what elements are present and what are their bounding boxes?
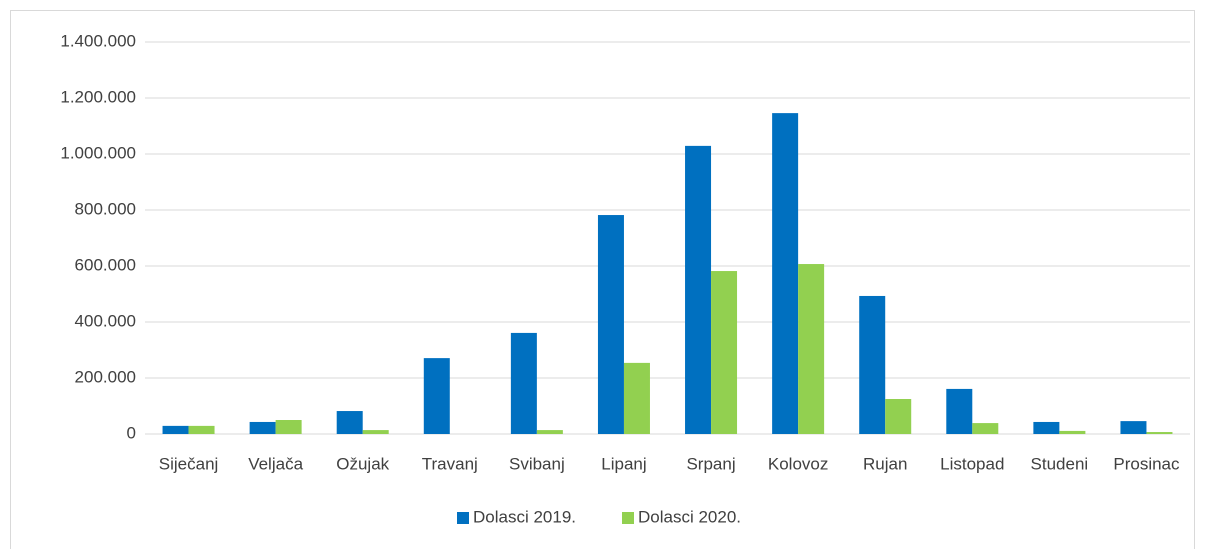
bar [188,425,215,434]
x-tick-label: Ožujak [336,454,389,473]
bar [362,430,389,434]
x-tick-label: Prosinac [1113,454,1180,473]
bar [859,295,886,434]
bar [249,421,276,434]
x-tick-label: Lipanj [601,454,646,473]
y-tick-label: 600.000 [75,255,136,274]
y-tick-label: 0 [127,423,136,442]
x-tick-label: Listopad [940,454,1004,473]
x-tick-label: Studeni [1031,454,1089,473]
bar [275,420,302,434]
y-tick-label: 400.000 [75,311,136,330]
legend-swatch [457,512,469,524]
bar [162,425,189,434]
bar [1146,432,1173,434]
bar [536,430,563,434]
bar [623,362,650,434]
bar [772,113,799,435]
y-tick-label: 1.000.000 [60,143,136,162]
bar [1059,430,1086,434]
x-tick-label: Svibanj [509,454,565,473]
x-tick-label: Veljača [248,454,303,473]
bar [946,388,973,434]
y-tick-label: 1.400.000 [60,31,136,50]
bar [798,264,825,434]
bar [711,271,738,434]
bar [685,145,712,434]
x-tick-label: Travanj [422,454,478,473]
y-tick-label: 800.000 [75,199,136,218]
bar [1120,421,1147,434]
bar [597,215,624,434]
bar [1033,421,1060,434]
x-tick-label: Rujan [863,454,907,473]
x-tick-label: Siječanj [159,454,219,473]
bar [972,423,999,434]
bar [423,358,450,434]
x-tick-label: Srpanj [686,454,735,473]
legend-label: Dolasci 2019. [473,507,576,526]
legend-swatch [622,512,634,524]
bar [885,399,912,434]
y-tick-label: 1.200.000 [60,87,136,106]
x-tick-label: Kolovoz [768,454,828,473]
legend-label: Dolasci 2020. [638,507,741,526]
y-tick-label: 200.000 [75,367,136,386]
bar [336,411,363,434]
bar [510,332,537,434]
chart-border [10,10,1195,549]
